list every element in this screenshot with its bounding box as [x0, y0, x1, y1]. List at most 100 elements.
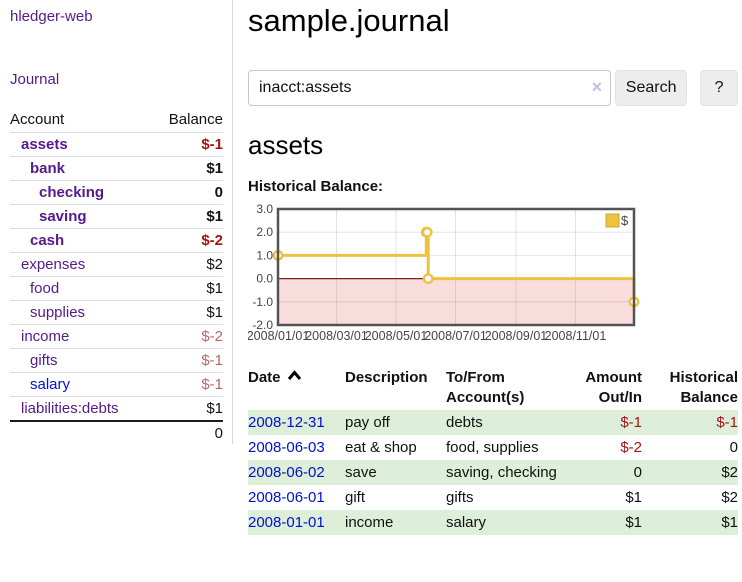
search-form: × Search ? — [248, 70, 739, 106]
date-link[interactable]: 2008-06-03 — [248, 439, 325, 456]
accounts-col-balance: Balance — [152, 108, 223, 133]
cell-description: gift — [345, 489, 366, 506]
register-col-to-from-account-s-: To/From Account(s) — [446, 369, 525, 406]
cell-amount: $-1 — [558, 410, 642, 435]
accounts-table: Account Balance assets $-1 bank $1 checking 0… — [10, 108, 223, 445]
page-title: sample.journal — [248, 3, 450, 38]
transaction-row: 2008-01-01 income salary $1 $1 — [248, 510, 738, 535]
svg-text:1.0: 1.0 — [256, 248, 273, 262]
cell-balance: $1 — [642, 510, 738, 535]
svg-text:2008/03/01: 2008/03/01 — [305, 329, 368, 343]
register-col-description: Description — [345, 369, 428, 386]
account-link-expenses[interactable]: expenses — [21, 256, 86, 273]
account-balance: 0 — [152, 180, 223, 205]
svg-text:-1.0: -1.0 — [252, 295, 273, 309]
account-link-income[interactable]: income — [21, 328, 70, 345]
account-balance: $-2 — [152, 228, 223, 253]
account-link-cash[interactable]: cash — [30, 232, 65, 249]
cell-accounts: food, supplies — [446, 439, 539, 456]
account-link-liabilities-debts[interactable]: liabilities:debts — [21, 400, 119, 417]
date-link[interactable]: 2008-06-02 — [248, 464, 325, 481]
cell-balance: 0 — [729, 439, 738, 456]
register-header-row: Date Description To/From Account(s) Amount … — [248, 366, 738, 410]
accounts-total-value: 0 — [152, 420, 223, 445]
svg-text:2008/09/01: 2008/09/01 — [485, 329, 548, 343]
cell-balance: $2 — [721, 489, 738, 506]
sidebar: hledger-web Journal Account Balance asse… — [0, 0, 233, 445]
account-balance: $1 — [152, 276, 223, 301]
search-input[interactable] — [248, 70, 612, 106]
account-link-saving[interactable]: saving — [39, 208, 87, 225]
chart-canvas: $3.0 2.0 1.0 0.0 -1.0 -2.02008/01/012008/03/0… — [247, 202, 640, 343]
account-row: liabilities:debts $1 — [10, 397, 223, 422]
transaction-row: 2008-12-31 pay off debts $-1 $-1 — [248, 410, 738, 435]
sort-asc-icon — [287, 370, 301, 380]
transaction-row: 2008-06-02 save saving, checking 0 $2 — [248, 460, 738, 485]
cell-description: pay off — [345, 410, 446, 435]
account-balance: $-1 — [152, 348, 223, 373]
account-balance: $1 — [152, 300, 223, 325]
accounts-col-account: Account — [10, 108, 153, 133]
cell-balance: $-1 — [642, 410, 738, 435]
help-button[interactable]: ? — [700, 70, 739, 106]
cell-description: save — [345, 460, 446, 485]
cell-amount: $1 — [558, 510, 642, 535]
account-balance: $1 — [152, 204, 223, 229]
account-link-assets[interactable]: assets — [21, 136, 68, 153]
svg-text:0.0: 0.0 — [256, 272, 273, 286]
svg-text:2008/05/01: 2008/05/01 — [365, 329, 428, 343]
account-row: bank $1 — [10, 156, 223, 181]
cell-description: eat & shop — [345, 439, 417, 456]
chart-legend-label: $ — [621, 213, 629, 228]
register-col-date[interactable]: Date — [248, 366, 345, 410]
cell-amount: $1 — [625, 489, 642, 506]
chart-legend-swatch — [605, 213, 620, 228]
account-link-supplies[interactable]: supplies — [30, 304, 86, 321]
account-row: assets $-1 — [10, 132, 223, 157]
cell-accounts: debts — [446, 410, 558, 435]
account-link-bank[interactable]: bank — [30, 160, 66, 177]
accounts-header-row: Account Balance — [10, 108, 223, 133]
account-link-food[interactable]: food — [30, 280, 60, 297]
svg-text:3.0: 3.0 — [256, 202, 273, 216]
date-link[interactable]: 2008-06-01 — [248, 489, 325, 506]
cell-accounts: salary — [446, 510, 558, 535]
account-heading: assets — [248, 130, 324, 160]
date-link[interactable]: 2008-01-01 — [248, 514, 325, 531]
register-col-historical-balance: Historical Balance — [669, 369, 738, 406]
svg-text:2.0: 2.0 — [256, 225, 273, 239]
svg-text:2008/11/01: 2008/11/01 — [545, 329, 607, 343]
register-table: Date Description To/From Account(s) Amount … — [248, 366, 738, 535]
account-balance: $1 — [152, 156, 223, 181]
account-row: food $1 — [10, 276, 223, 301]
account-row: expenses $2 — [10, 252, 223, 277]
clear-search-icon[interactable]: × — [591, 77, 603, 97]
app-brand-link[interactable]: hledger-web — [10, 8, 93, 25]
cell-balance: $2 — [642, 460, 738, 485]
search-button[interactable]: Search — [615, 70, 688, 106]
svg-text:2008/07/01: 2008/07/01 — [424, 329, 487, 343]
account-row: gifts $-1 — [10, 348, 223, 373]
account-balance: $1 — [206, 400, 223, 417]
account-row: salary $-1 — [10, 372, 223, 397]
account-row: income $-2 — [10, 324, 223, 349]
account-balance: $-2 — [152, 324, 223, 349]
balance-chart: $3.0 2.0 1.0 0.0 -1.0 -2.0 2008/01/01 2008/03/0… — [247, 202, 668, 344]
account-row: supplies $1 — [10, 300, 223, 325]
account-link-gifts[interactable]: gifts — [30, 352, 58, 369]
account-row: saving $1 — [10, 204, 223, 229]
svg-text:2008/01/01: 2008/01/01 — [248, 329, 309, 343]
nav-journal-link[interactable]: Journal — [10, 71, 60, 88]
account-link-checking[interactable]: checking — [39, 184, 105, 201]
account-row: checking 0 — [10, 180, 223, 205]
cell-amount: 0 — [558, 460, 642, 485]
date-link[interactable]: 2008-12-31 — [248, 414, 325, 431]
svg-text:-2.0: -2.0 — [252, 318, 273, 332]
account-balance: $-1 — [152, 372, 223, 397]
account-link-salary[interactable]: salary — [30, 376, 71, 393]
account-balance: $-1 — [152, 132, 223, 157]
cell-accounts: gifts — [446, 489, 474, 506]
cell-description: income — [345, 510, 446, 535]
transaction-row: 2008-06-03 eat & shop food, supplies $-2 0 — [248, 435, 738, 460]
accounts-total-row: 0 — [10, 420, 223, 445]
